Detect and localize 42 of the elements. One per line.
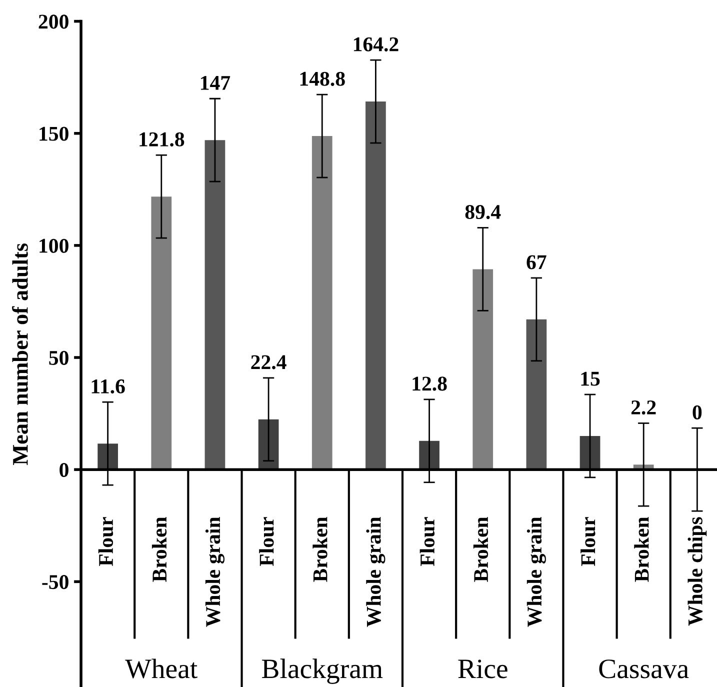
- x-tick-label: Broken: [473, 516, 488, 582]
- x-tick-label: Flour: [420, 517, 435, 566]
- y-axis-title: Mean number of adults: [12, 243, 28, 465]
- x-tick-label: Whole grain: [526, 516, 546, 627]
- x-tick-label: Whole grain: [205, 516, 224, 627]
- bar: [151, 196, 172, 470]
- y-tick-label: 150: [40, 126, 68, 141]
- x-tick-label: Broken: [152, 516, 167, 582]
- y-tick-label: 200: [38, 14, 68, 29]
- annotation: Cassava: [599, 660, 689, 678]
- bar: [204, 140, 226, 470]
- y-tick-label: 50: [49, 350, 68, 365]
- data-label: 67: [526, 255, 546, 270]
- data-label: 0: [692, 405, 702, 420]
- bar: [472, 269, 494, 470]
- data-label: 15: [581, 372, 600, 386]
- annotation: Wheat: [125, 658, 198, 678]
- annotation: Rice: [458, 660, 508, 678]
- x-tick-label: Broken: [312, 516, 328, 582]
- bar: [312, 136, 332, 470]
- x-tick-label: Whole chips: [688, 517, 707, 626]
- bar: [526, 319, 547, 470]
- x-tick-label: Flour: [259, 517, 274, 566]
- x-tick-label: Whole grain: [366, 516, 386, 627]
- y-tick-label: 0: [60, 462, 68, 478]
- y-tick-label: -50: [42, 575, 68, 590]
- bar: [366, 102, 386, 470]
- data-label: 12.8: [412, 376, 447, 391]
- x-tick-label: Flour: [98, 517, 114, 566]
- data-label: 164.2: [354, 37, 398, 52]
- x-tick-label: Broken: [634, 516, 649, 582]
- data-label: 147: [201, 76, 230, 90]
- data-label: 121.8: [140, 132, 184, 146]
- x-tick-label: Flour: [580, 517, 596, 566]
- data-label: 11.6: [92, 379, 125, 394]
- y-tick-label: 100: [40, 238, 68, 253]
- annotation: Blackgram: [262, 658, 383, 684]
- data-label: 148.8: [300, 72, 345, 86]
- data-label: 2.2: [631, 400, 656, 415]
- bar: [258, 419, 279, 470]
- data-label: 89.4: [465, 204, 501, 220]
- data-label: 22.4: [251, 355, 286, 370]
